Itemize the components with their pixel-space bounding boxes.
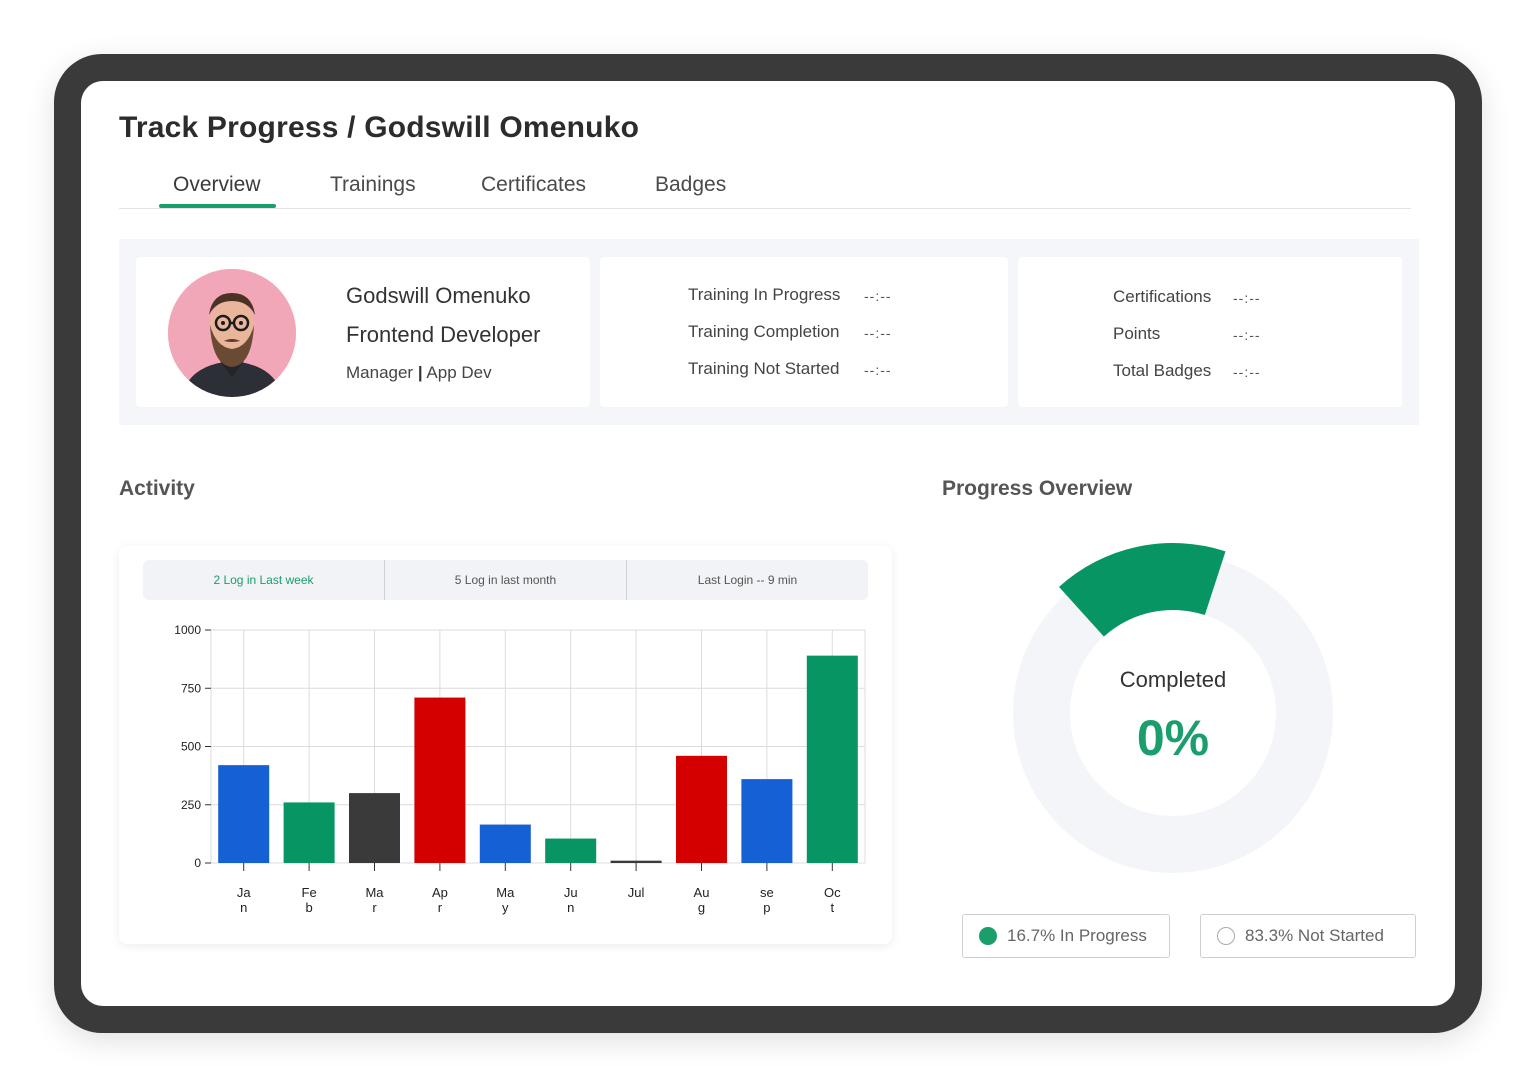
- x-tick-label: Ju: [564, 885, 578, 900]
- training-not-started-label: Training Not Started: [688, 359, 840, 378]
- tab-overview[interactable]: Overview: [173, 173, 261, 196]
- tab-last-week[interactable]: 2 Log in Last week: [143, 560, 385, 600]
- tab-last-month[interactable]: 5 Log in last month: [385, 560, 627, 600]
- achievement-stats-card: Certifications --:-- Points --:-- Total …: [1018, 257, 1402, 407]
- bar-feb: [283, 802, 335, 863]
- progress-overview-title: Progress Overview: [942, 477, 1133, 500]
- x-tick-label: r: [372, 900, 377, 915]
- x-tick-label: g: [698, 900, 705, 915]
- x-tick-label: y: [502, 900, 509, 915]
- legend-not-started[interactable]: 83.3% Not Started: [1200, 914, 1416, 958]
- training-stats-card: Training In Progress --:-- Training Comp…: [600, 257, 1008, 407]
- training-completion-label: Training Completion: [688, 322, 840, 341]
- y-tick-label: 750: [181, 681, 201, 695]
- filled-circle-icon: [979, 927, 997, 945]
- profile-separator: |: [417, 363, 423, 382]
- summary-band: Godswill Omenuko Frontend Developer Mana…: [119, 239, 1419, 425]
- profile-team: App Dev: [426, 363, 492, 382]
- tab-badges[interactable]: Badges: [655, 173, 727, 196]
- legend-in-progress[interactable]: 16.7% In Progress: [962, 914, 1170, 958]
- bar-apr: [414, 697, 466, 863]
- bar-jan: [218, 765, 270, 863]
- donut-chart: [1013, 543, 1333, 873]
- x-tick-label: Ma: [365, 885, 384, 900]
- x-tick-label: r: [438, 900, 443, 915]
- avatar-illustration: [168, 269, 296, 397]
- tab-bar: Overview Trainings Certificates Badges: [119, 171, 1411, 209]
- bar-mar: [348, 793, 401, 863]
- total-badges-label: Total Badges: [1113, 361, 1212, 380]
- certifications-value: --:--: [1233, 290, 1261, 306]
- profile-role: Frontend Developer: [346, 322, 541, 347]
- bar-aug: [675, 755, 728, 863]
- avatar: [168, 269, 296, 397]
- training-completion-value: --:--: [864, 325, 892, 341]
- training-in-progress-value: --:--: [864, 288, 892, 304]
- x-tick-label: t: [830, 900, 834, 915]
- progress-donut: Completed 0%: [983, 521, 1363, 901]
- legend-not-started-label: 83.3% Not Started: [1245, 926, 1384, 945]
- x-tick-label: n: [567, 900, 574, 915]
- profile-department: Manager | App Dev: [346, 363, 492, 383]
- training-not-started-value: --:--: [864, 362, 892, 378]
- activity-title: Activity: [119, 477, 195, 500]
- x-tick-label: b: [305, 900, 312, 915]
- page-title: Track Progress / Godswill Omenuko: [119, 111, 640, 144]
- bar-may: [479, 824, 531, 863]
- bar-jul: [610, 860, 662, 863]
- active-tab-indicator: [159, 204, 276, 208]
- points-value: --:--: [1233, 327, 1261, 343]
- total-badges-value: --:--: [1233, 364, 1261, 380]
- donut-center-label: Completed: [1119, 667, 1227, 692]
- y-tick-label: 0: [194, 856, 201, 870]
- certifications-label: Certifications: [1113, 287, 1212, 306]
- tab-last-login[interactable]: Last Login -- 9 min: [697, 573, 798, 587]
- donut-in-progress-segment: [1058, 543, 1226, 637]
- y-tick-label: 250: [181, 798, 201, 812]
- training-in-progress-label: Training In Progress: [688, 285, 841, 304]
- x-tick-label: Ap: [432, 885, 448, 900]
- profile-card: Godswill Omenuko Frontend Developer Mana…: [136, 257, 590, 407]
- x-tick-label: Au: [694, 885, 710, 900]
- x-tick-label: n: [240, 900, 247, 915]
- tab-certificates[interactable]: Certificates: [481, 173, 587, 196]
- points-label: Points: [1113, 324, 1161, 343]
- x-tick-label: Ma: [496, 885, 515, 900]
- x-tick-label: Fe: [302, 885, 317, 900]
- x-tick-label: se: [760, 885, 774, 900]
- tab-trainings[interactable]: Trainings: [330, 173, 416, 196]
- bar-jun: [545, 838, 597, 863]
- x-tick-label: p: [763, 900, 770, 915]
- y-tick-label: 1000: [174, 623, 201, 637]
- x-tick-label: Oc: [824, 885, 841, 900]
- legend-in-progress-label: 16.7% In Progress: [1007, 926, 1147, 945]
- x-tick-label: Ja: [237, 885, 252, 900]
- bar-oct: [806, 655, 858, 863]
- x-tick-label: Jul: [628, 885, 645, 900]
- y-tick-label: 500: [181, 740, 201, 754]
- screen: Track Progress / Godswill Omenuko Overvi…: [81, 81, 1455, 1006]
- donut-center-value: 0%: [1136, 710, 1210, 766]
- bar-sep: [741, 779, 793, 863]
- empty-circle-icon: [1217, 927, 1235, 945]
- profile-name: Godswill Omenuko: [346, 283, 531, 308]
- profile-manager: Manager: [346, 363, 414, 382]
- activity-tabs: 2 Log in Last week 5 Log in last month L…: [143, 560, 868, 600]
- activity-card: 2 Log in Last week 5 Log in last month L…: [119, 546, 892, 944]
